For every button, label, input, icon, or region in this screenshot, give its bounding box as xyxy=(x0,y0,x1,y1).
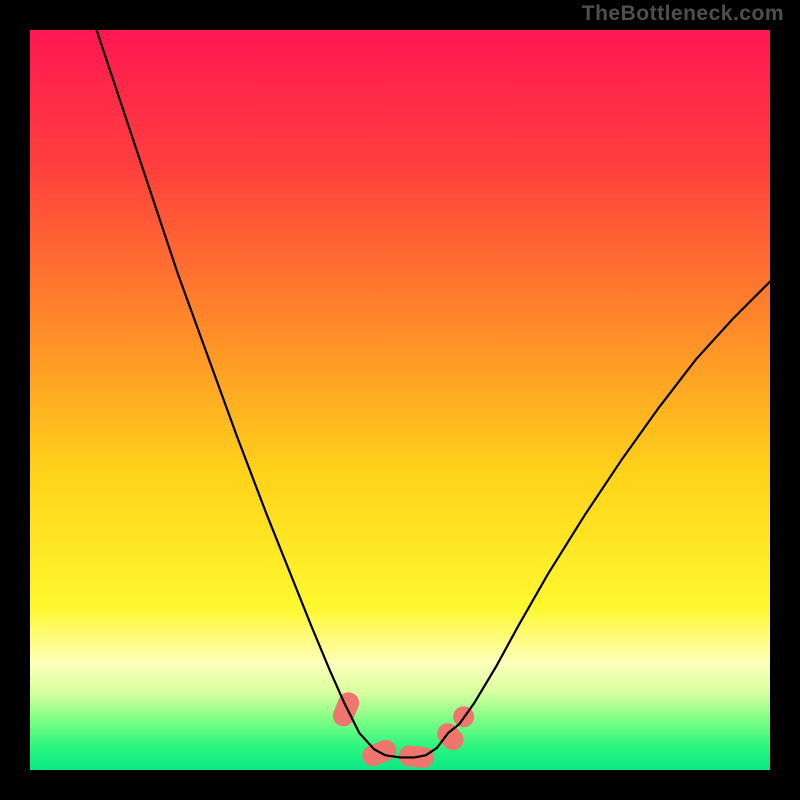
plot-background xyxy=(30,30,770,770)
bottleneck-curve-chart xyxy=(0,0,800,800)
chart-frame: TheBottleneck.com xyxy=(0,0,800,800)
watermark-label: TheBottleneck.com xyxy=(582,2,784,26)
